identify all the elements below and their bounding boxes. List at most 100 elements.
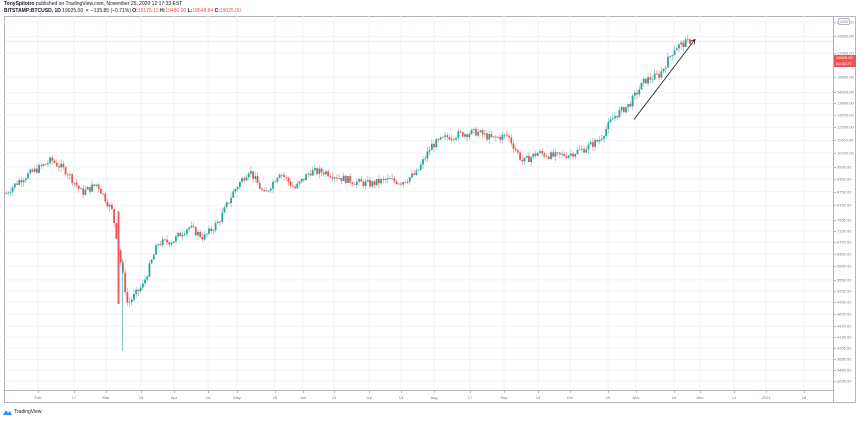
y-tick (834, 290, 836, 292)
x-tick-label: 16 (138, 395, 144, 400)
y-tick-label: 14600.00 (837, 89, 854, 95)
x-tick-label: 15 (331, 395, 337, 400)
y-tick-label: 17900.00 (837, 50, 854, 56)
y-tick-label: 5550.00 (837, 277, 852, 283)
close-value: 19025.00 (219, 8, 241, 14)
y-tick (834, 36, 836, 38)
candlestick-plot[interactable] (4, 16, 833, 390)
x-tick-label: 14 (731, 395, 737, 400)
x-tick (334, 391, 335, 393)
publish-info: TonySpilotro published on TradingView.co… (4, 1, 182, 7)
y-tick-label: 4370.00 (837, 323, 852, 329)
y-tick-label: 7550.00 (837, 217, 852, 223)
chart-frame (4, 16, 856, 403)
x-tick (174, 391, 175, 393)
y-tick (834, 279, 836, 281)
symbol-label: BITSTAMP:BTCUSD, 1D (4, 8, 61, 14)
currency-badge[interactable]: USD (838, 18, 851, 25)
y-tick-label: 4650.00 (837, 311, 852, 317)
branding-text: TradingView (14, 409, 42, 415)
y-tick (834, 140, 836, 142)
x-tick-label: 2021 (761, 395, 771, 400)
x-tick-label: Nov (632, 395, 640, 400)
x-tick (106, 391, 107, 393)
x-tick (570, 391, 571, 393)
y-tick (834, 92, 836, 94)
y-tick (834, 253, 836, 255)
y-tick (834, 302, 836, 304)
y-tick-label: 6750.00 (837, 239, 852, 245)
x-tick-label: Sep (500, 395, 508, 400)
x-tick (141, 391, 142, 393)
y-tick-label: 15800.00 (837, 74, 854, 80)
x-tick (303, 391, 304, 393)
x-tick-label: Feb (34, 395, 42, 400)
tradingview-logo-icon (3, 410, 12, 415)
x-tick (369, 391, 370, 393)
x-tick (470, 391, 471, 393)
y-tick (834, 337, 836, 339)
last-price: 19025.00 (62, 8, 84, 14)
price-axis[interactable]: 21000.0019500.0017900.0015800.0014600.00… (833, 16, 856, 403)
y-tick-label: 8750.00 (837, 189, 852, 195)
x-tick (237, 391, 238, 393)
tradingview-branding[interactable]: TradingView (3, 409, 42, 415)
x-tick (766, 391, 767, 393)
x-tick (608, 391, 609, 393)
publish-text: published on TradingView.com, November 2… (34, 1, 183, 7)
price-change: −135.85 (−0.71%) (90, 8, 131, 14)
y-tick (834, 52, 836, 54)
x-tick (538, 391, 539, 393)
x-tick-label: Jul (366, 395, 372, 400)
x-tick (674, 391, 675, 393)
y-tick-label: 9350.00 (837, 176, 852, 182)
y-tick-label: 19500.00 (837, 33, 854, 39)
y-tick (834, 191, 836, 193)
x-tick-label: 18 (801, 395, 807, 400)
ohlc-legend: BITSTAMP:BTCUSD, 1D 19025.00 ▼ −135.85 (… (4, 8, 241, 14)
x-tick (734, 391, 735, 393)
y-tick (834, 166, 836, 168)
x-tick (434, 391, 435, 393)
y-tick (834, 326, 836, 328)
x-tick (38, 391, 39, 393)
x-tick-label: 16 (671, 395, 677, 400)
y-tick-label: 5950.00 (837, 263, 852, 269)
low-value: 18648.84 (192, 8, 214, 14)
y-tick-label: 11400.00 (837, 137, 854, 143)
y-tick (834, 127, 836, 129)
y-tick-label: 13000.00 (837, 112, 854, 118)
author-name[interactable]: TonySpilotro (4, 1, 35, 7)
x-tick-label: 14 (205, 395, 211, 400)
x-tick (401, 391, 402, 393)
y-tick-label: 6350.00 (837, 251, 852, 257)
y-tick-label: 9950.00 (837, 164, 852, 170)
y-tick-label: 3685.00 (837, 356, 852, 362)
x-tick-label: Dec (696, 395, 704, 400)
x-tick-label: Mar (102, 395, 110, 400)
y-tick (834, 314, 836, 316)
y-tick (834, 266, 836, 268)
x-tick (804, 391, 805, 393)
y-tick (834, 370, 836, 372)
x-tick (504, 391, 505, 393)
y-tick-label: 3295.00 (837, 378, 852, 384)
time-axis[interactable]: Feb 17 Mar 16 Apr 14 May 18 Jun 15 Jul 13 Aug 17 Sep 14… (4, 390, 833, 403)
trend-arrow[interactable] (633, 39, 696, 120)
x-tick (208, 391, 209, 393)
x-tick-label: 17 (467, 395, 473, 400)
x-tick (74, 391, 75, 393)
x-tick-label: Apr (170, 395, 178, 400)
bar-countdown-tag: 06:42:27 (834, 61, 856, 67)
x-tick-label: May (233, 395, 241, 400)
y-tick (834, 230, 836, 232)
x-tick-label: 18 (272, 395, 278, 400)
x-tick-label: Oct (566, 395, 574, 400)
y-tick-label: 4950.00 (837, 299, 852, 305)
y-tick (834, 220, 836, 222)
y-tick (834, 241, 836, 243)
x-tick (275, 391, 276, 393)
high-label: H: (160, 8, 166, 14)
y-tick (834, 114, 836, 116)
y-tick-label: 5250.00 (837, 288, 852, 294)
